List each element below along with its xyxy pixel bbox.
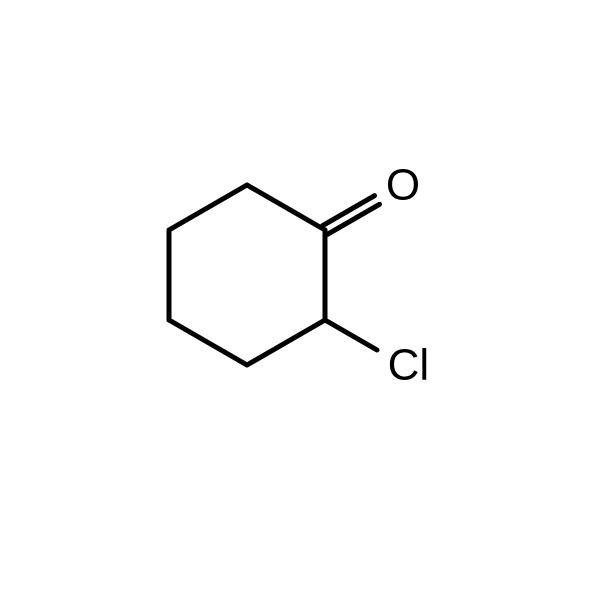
bond-single xyxy=(325,320,377,350)
bonds-group xyxy=(169,185,380,365)
bond-single xyxy=(247,320,325,365)
bond-single xyxy=(247,185,325,230)
bond-single xyxy=(169,320,247,365)
atom-label-cl: Cl xyxy=(388,341,430,390)
labels-group: O Cl xyxy=(386,161,429,390)
atom-label-o: O xyxy=(386,161,420,210)
bond-single xyxy=(169,185,247,230)
molecule-structure: O Cl xyxy=(0,0,600,600)
